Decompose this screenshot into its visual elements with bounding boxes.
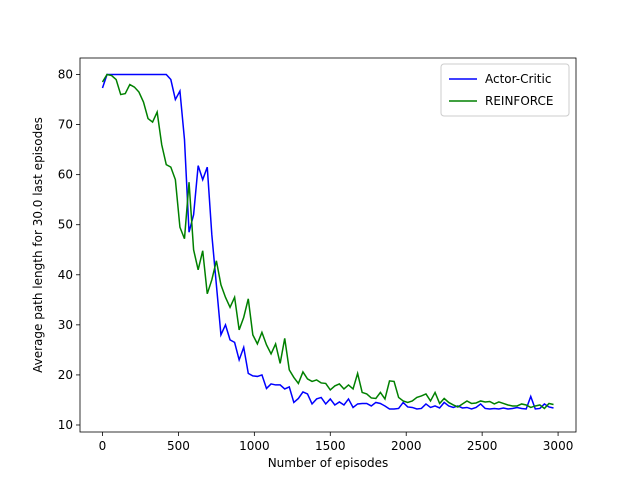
y-tick-label: 80 [58,68,73,82]
x-tick-label: 1500 [315,439,346,453]
y-tick-label: 30 [58,318,73,332]
x-tick-label: 1000 [239,439,270,453]
x-tick-label: 2000 [391,439,422,453]
data-line [101,73,554,410]
y-tick-label: 20 [58,368,73,382]
axes-frame [79,57,577,433]
y-axis-label: Average path length for 30.0 last episod… [31,117,45,373]
y-tick-label: 70 [58,118,73,132]
x-tick-label: 500 [167,439,190,453]
y-tick-label: 60 [58,168,73,182]
legend-label: REINFORCE [485,94,553,108]
x-tick-label: 2500 [467,439,498,453]
data-line [101,73,554,410]
x-tick-label: 0 [99,439,107,453]
x-axis-label: Number of episodes [268,456,389,470]
y-tick-label: 10 [58,418,73,432]
legend-label: Actor-Critic [485,72,551,86]
x-tick-label: 3000 [543,439,574,453]
y-tick-label: 40 [58,268,73,282]
y-tick-label: 50 [58,218,73,232]
legend-box [440,63,570,117]
